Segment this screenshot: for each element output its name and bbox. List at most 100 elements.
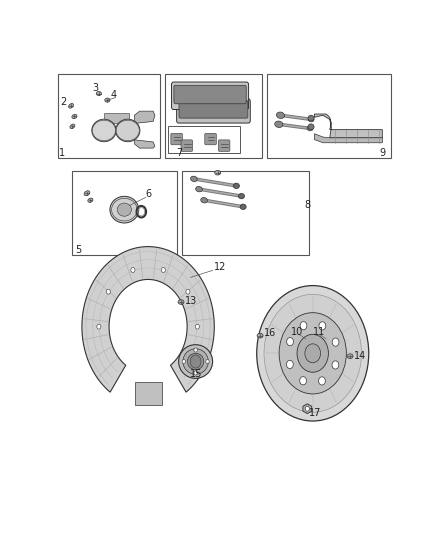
Bar: [165, 74, 262, 158]
Ellipse shape: [240, 204, 246, 209]
Ellipse shape: [275, 121, 283, 127]
Circle shape: [300, 377, 307, 385]
Ellipse shape: [234, 184, 239, 188]
Text: 2: 2: [60, 97, 66, 107]
Text: 15: 15: [190, 369, 202, 378]
Ellipse shape: [347, 354, 353, 359]
Ellipse shape: [183, 349, 208, 374]
Ellipse shape: [308, 115, 314, 121]
Polygon shape: [134, 140, 155, 148]
Bar: [267, 74, 391, 158]
Text: 13: 13: [185, 296, 198, 305]
Ellipse shape: [238, 193, 244, 199]
Polygon shape: [82, 247, 214, 392]
Ellipse shape: [257, 333, 263, 338]
Circle shape: [279, 313, 346, 394]
Ellipse shape: [69, 103, 74, 108]
Ellipse shape: [307, 126, 313, 131]
Circle shape: [300, 321, 307, 330]
Ellipse shape: [191, 176, 197, 182]
Bar: [169, 125, 240, 154]
Circle shape: [106, 289, 110, 294]
Bar: [72, 171, 177, 255]
Polygon shape: [314, 134, 382, 143]
Circle shape: [286, 360, 293, 368]
Circle shape: [305, 344, 321, 363]
Circle shape: [332, 338, 339, 346]
Ellipse shape: [72, 115, 77, 119]
FancyBboxPatch shape: [181, 140, 193, 151]
FancyBboxPatch shape: [205, 133, 216, 145]
Text: 5: 5: [75, 245, 81, 255]
Circle shape: [319, 322, 326, 330]
Circle shape: [182, 359, 185, 364]
Ellipse shape: [178, 300, 184, 304]
Text: 12: 12: [214, 262, 226, 272]
Polygon shape: [314, 114, 382, 138]
Text: 1: 1: [59, 148, 65, 158]
Ellipse shape: [240, 205, 246, 209]
Circle shape: [194, 348, 197, 352]
Ellipse shape: [187, 353, 204, 370]
Text: 7: 7: [176, 148, 183, 158]
Ellipse shape: [233, 183, 240, 189]
Ellipse shape: [88, 198, 93, 203]
Circle shape: [97, 324, 101, 329]
Circle shape: [206, 359, 209, 364]
FancyBboxPatch shape: [219, 140, 230, 151]
Ellipse shape: [84, 191, 90, 196]
Ellipse shape: [70, 124, 75, 128]
Text: 10: 10: [291, 327, 303, 337]
Ellipse shape: [116, 119, 140, 142]
Circle shape: [297, 334, 328, 372]
FancyBboxPatch shape: [171, 133, 182, 145]
FancyBboxPatch shape: [177, 99, 250, 123]
Text: 3: 3: [93, 83, 99, 93]
Bar: [104, 113, 129, 123]
Ellipse shape: [239, 194, 244, 198]
Polygon shape: [134, 111, 155, 124]
Ellipse shape: [110, 196, 139, 223]
Ellipse shape: [96, 92, 102, 95]
Ellipse shape: [201, 198, 208, 203]
Ellipse shape: [92, 120, 116, 141]
Ellipse shape: [92, 119, 116, 142]
Circle shape: [131, 268, 135, 272]
Ellipse shape: [117, 203, 131, 216]
Ellipse shape: [112, 198, 137, 221]
Polygon shape: [303, 404, 312, 414]
Circle shape: [286, 337, 293, 346]
Text: 11: 11: [313, 327, 325, 337]
Circle shape: [186, 289, 190, 294]
FancyBboxPatch shape: [172, 82, 249, 109]
Ellipse shape: [308, 124, 314, 130]
Polygon shape: [134, 382, 162, 405]
Text: 9: 9: [379, 148, 385, 158]
Ellipse shape: [105, 98, 110, 102]
Ellipse shape: [215, 171, 221, 175]
Circle shape: [305, 406, 309, 411]
Circle shape: [332, 361, 339, 369]
Circle shape: [257, 286, 369, 421]
Circle shape: [264, 294, 361, 412]
Ellipse shape: [179, 345, 212, 378]
FancyBboxPatch shape: [174, 85, 246, 104]
Bar: [182, 171, 309, 255]
Text: 16: 16: [264, 328, 276, 338]
Ellipse shape: [308, 117, 314, 122]
Text: 4: 4: [111, 90, 117, 100]
Circle shape: [195, 324, 199, 329]
Circle shape: [318, 377, 325, 385]
Ellipse shape: [276, 112, 285, 118]
Bar: [58, 74, 160, 158]
FancyBboxPatch shape: [179, 101, 248, 118]
Text: 14: 14: [353, 351, 366, 361]
Text: 8: 8: [304, 199, 311, 209]
Text: 17: 17: [309, 408, 322, 418]
Ellipse shape: [196, 187, 202, 192]
Circle shape: [190, 355, 201, 368]
Circle shape: [194, 371, 197, 375]
Circle shape: [161, 268, 166, 272]
Ellipse shape: [116, 120, 139, 141]
Text: 6: 6: [146, 189, 152, 198]
